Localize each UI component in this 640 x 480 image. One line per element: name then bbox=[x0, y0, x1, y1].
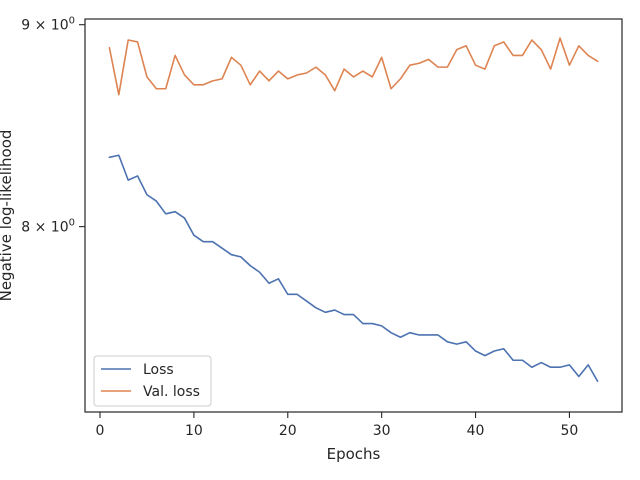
legend-label-val-loss: Val. loss bbox=[143, 384, 200, 400]
x-tick-label: 50 bbox=[561, 423, 579, 439]
plot-frame bbox=[84, 18, 623, 413]
y-tick-label: 9 × 100 bbox=[21, 16, 75, 34]
series-layer bbox=[108, 37, 599, 383]
x-tick-label: 20 bbox=[279, 423, 297, 439]
y-tick-label: 8 × 100 bbox=[21, 218, 75, 236]
x-axis-title: Epochs bbox=[327, 445, 381, 463]
y-axis-title: Negative log-likelihood bbox=[0, 130, 15, 302]
x-tick-label: 10 bbox=[185, 423, 203, 439]
x-tick-label: 0 bbox=[96, 423, 105, 439]
series-line-loss bbox=[108, 154, 599, 383]
x-tick-label: 40 bbox=[467, 423, 485, 439]
ticks-layer: 0 10 20 30 40 50 8 × 100 9 × 100 bbox=[21, 16, 578, 439]
series-line-val-loss bbox=[108, 37, 599, 96]
legend-label-loss: Loss bbox=[143, 362, 174, 378]
legend: Loss Val. loss bbox=[93, 355, 212, 407]
x-tick-label: 30 bbox=[373, 423, 391, 439]
